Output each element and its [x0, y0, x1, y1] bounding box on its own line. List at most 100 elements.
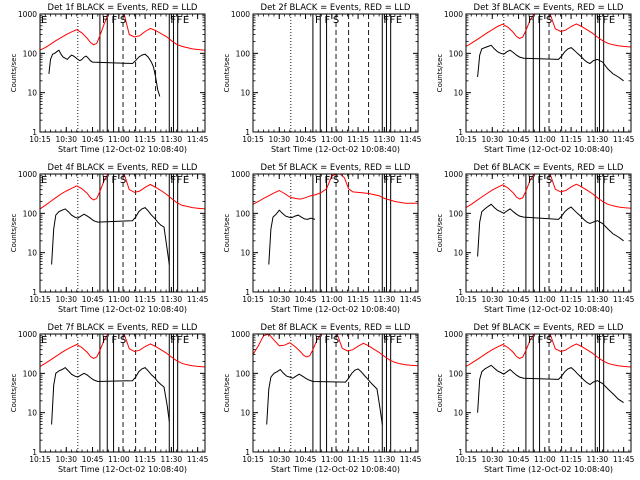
series-group [40, 174, 205, 265]
y-tick-label: 10 [27, 89, 37, 98]
plot-frame [39, 333, 206, 453]
annotation-label: S [546, 335, 552, 346]
annotation-label: E [41, 175, 47, 186]
x-tick-label: 11:00 [534, 295, 556, 304]
y-tick-label: 1000 [18, 330, 37, 339]
annotation-label: F [603, 335, 609, 346]
x-tick-label: 11:30 [161, 455, 183, 464]
annotation-label: S [546, 175, 552, 186]
marker-lines [77, 14, 179, 132]
annotation-label: E [396, 15, 402, 26]
x-tick-label: 11:45 [187, 295, 209, 304]
x-tick-label: 11:15 [560, 295, 582, 304]
events-series-line [477, 364, 624, 413]
annotation-label: F [102, 335, 108, 346]
x-axis-label: Start Time (12-Oct-02 10:08:40) [58, 465, 187, 474]
x-tick-label: 10:45 [82, 295, 104, 304]
annotation-label: F [390, 335, 396, 346]
x-tick-label: 10:15 [455, 295, 477, 304]
x-tick-label: 11:00 [534, 455, 556, 464]
x-tick-label: 11:00 [108, 135, 130, 144]
annotation-label: F [111, 15, 117, 26]
y-tick-label: 1 [458, 448, 463, 457]
x-tick-label: 10:45 [508, 135, 530, 144]
y-tick-label: 100 [23, 369, 38, 378]
lld-series-line [253, 334, 418, 367]
y-tick-label: 1 [32, 288, 37, 297]
x-tick-label: 11:15 [347, 455, 369, 464]
y-tick-label: 1000 [231, 170, 250, 179]
x-tick-label: 11:45 [613, 455, 635, 464]
y-tick-label: 1 [245, 128, 250, 137]
annotation-label: F [528, 175, 534, 186]
annotation-label: F [102, 15, 108, 26]
panel-title: Det 7f BLACK = Events, RED = LLD [48, 323, 198, 333]
annotation-label: F [315, 335, 321, 346]
annotation-label: F [537, 15, 543, 26]
x-tick-label: 10:45 [295, 295, 317, 304]
x-tick-label: 10:30 [481, 135, 503, 144]
annotation-label: F [537, 175, 543, 186]
annotation-label: F [315, 15, 321, 26]
annotation-label: F [170, 15, 176, 26]
panel-title: Det 8f BLACK = Events, RED = LLD [261, 323, 411, 333]
plot-frame [465, 13, 632, 133]
x-tick-label: 11:45 [400, 135, 422, 144]
annotation-label: F [177, 15, 183, 26]
annotation-label: E [41, 335, 47, 346]
lld-series-line [466, 174, 631, 209]
y-axis-label: Counts/sec [436, 54, 444, 93]
y-tick-label: 10 [453, 249, 463, 258]
annotation-label: F [528, 15, 534, 26]
series-group [466, 334, 631, 413]
y-tick-label: 1000 [18, 170, 37, 179]
events-series-line [48, 49, 161, 97]
y-axis-label: Counts/sec [10, 214, 18, 253]
series-group [40, 334, 205, 425]
annotation-label: F [111, 175, 117, 186]
events-series-line [51, 207, 170, 265]
annotation-label: E [396, 335, 402, 346]
annotation-label: F [596, 175, 602, 186]
x-tick-label: 10:30 [481, 455, 503, 464]
x-tick-label: 10:30 [55, 135, 77, 144]
annotation-label: E [183, 175, 189, 186]
annotation-label: F [170, 175, 176, 186]
x-tick-label: 11:15 [347, 135, 369, 144]
plot-frame [465, 173, 632, 293]
x-tick-label: 10:45 [82, 135, 104, 144]
x-tick-label: 11:00 [108, 295, 130, 304]
annotation-label: F [383, 15, 389, 26]
lld-series-line [466, 334, 631, 368]
x-axis-label: Start Time (12-Oct-02 10:08:40) [484, 465, 613, 474]
marker-lines [77, 334, 179, 452]
marker-lines [503, 14, 605, 132]
x-tick-label: 11:00 [108, 455, 130, 464]
y-tick-label: 1000 [444, 170, 463, 179]
x-tick-label: 11:30 [587, 295, 609, 304]
y-tick-label: 100 [236, 369, 251, 378]
events-series-line [477, 44, 624, 82]
x-tick-label: 10:45 [295, 455, 317, 464]
panel-title: Det 4f BLACK = Events, RED = LLD [48, 163, 198, 173]
marker-lines [503, 334, 605, 452]
annotation-label: F [383, 335, 389, 346]
x-tick-label: 11:30 [374, 295, 396, 304]
annotation-label: F [170, 335, 176, 346]
y-axis-label: Counts/sec [223, 54, 231, 93]
plot-frame [252, 13, 419, 133]
marker-lines [290, 174, 392, 292]
y-tick-label: 10 [240, 249, 250, 258]
annotation-label: E [183, 15, 189, 26]
y-tick-label: 100 [236, 209, 251, 218]
x-axis-label: Start Time (12-Oct-02 10:08:40) [58, 145, 187, 154]
y-tick-label: 100 [23, 49, 38, 58]
annotation-label: S [120, 15, 126, 26]
x-tick-label: 11:45 [187, 455, 209, 464]
x-tick-label: 10:15 [242, 135, 264, 144]
plot-frame [465, 333, 632, 453]
y-tick-label: 10 [27, 409, 37, 418]
